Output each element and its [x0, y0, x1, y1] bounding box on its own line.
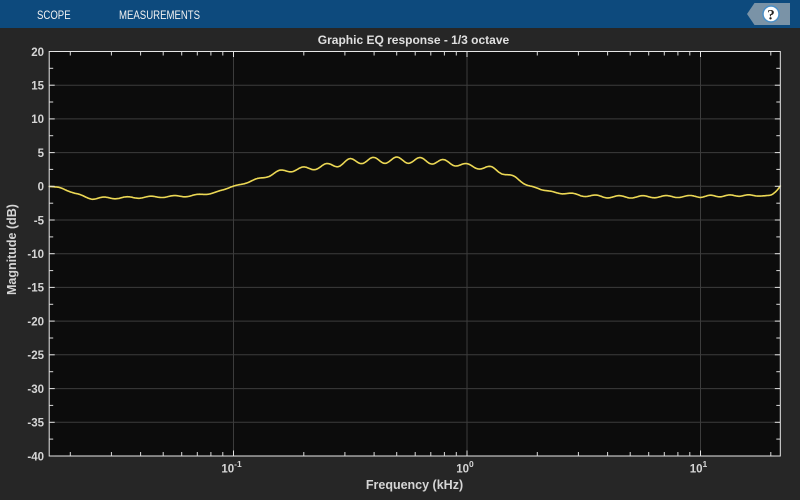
svg-text:-35: -35 [27, 418, 44, 430]
svg-text:Graphic EQ response - 1/3 octa: Graphic EQ response - 1/3 octave [318, 33, 510, 47]
svg-text:-15: -15 [27, 283, 44, 295]
svg-text:20: 20 [31, 47, 44, 59]
svg-text:0: 0 [38, 182, 44, 194]
svg-text:10: 10 [31, 114, 44, 126]
svg-text:?: ? [767, 8, 775, 24]
svg-text:Frequency (kHz): Frequency (kHz) [366, 478, 463, 492]
svg-text:-20: -20 [27, 316, 44, 328]
svg-text:-10: -10 [27, 249, 44, 261]
svg-text:-25: -25 [27, 350, 44, 362]
svg-text:5: 5 [38, 148, 45, 160]
svg-text:-30: -30 [27, 384, 44, 396]
svg-text:15: 15 [31, 81, 44, 93]
svg-text:Magnitude (dB): Magnitude (dB) [5, 204, 19, 295]
svg-text:-40: -40 [27, 451, 44, 463]
svg-text:-5: -5 [34, 215, 45, 227]
